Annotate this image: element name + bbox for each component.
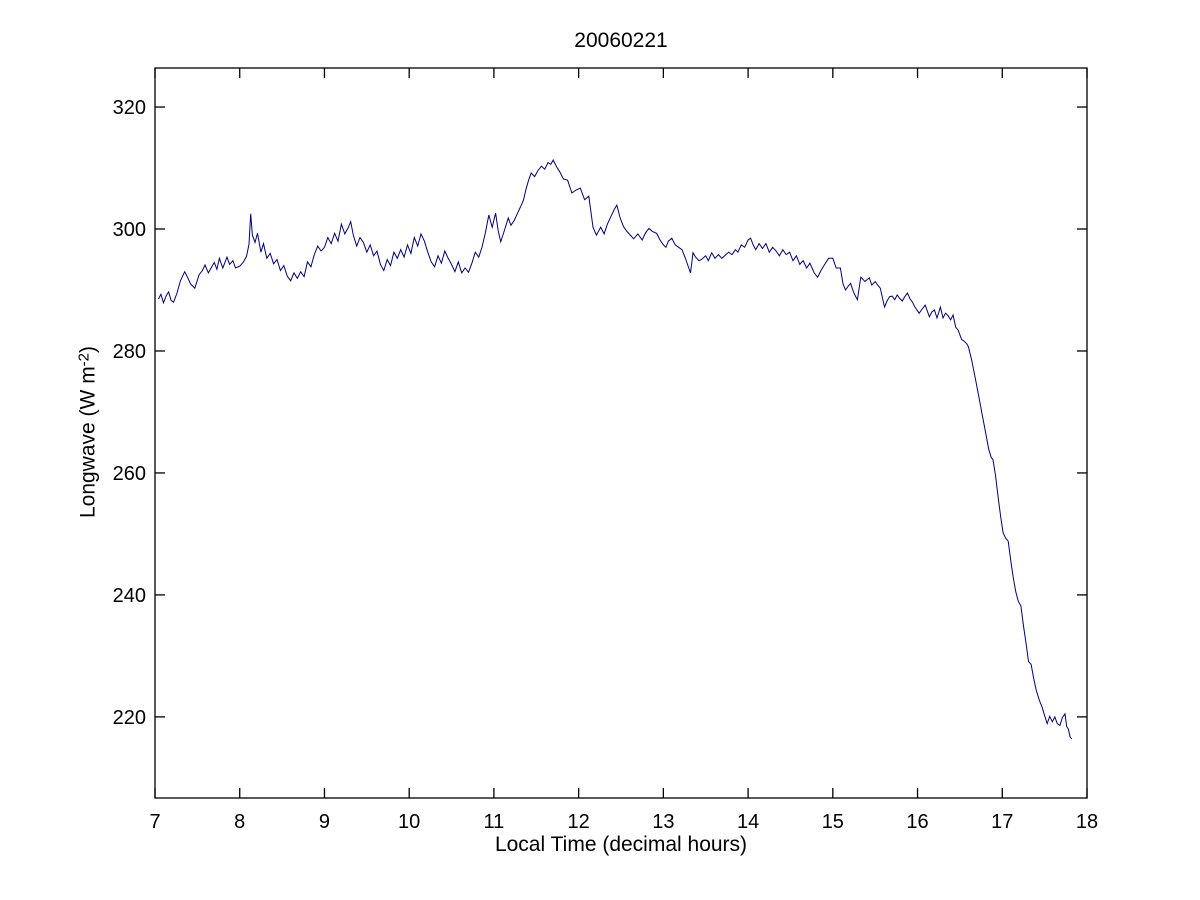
x-tick-label: 18 — [1076, 811, 1098, 833]
x-tick-label: 8 — [234, 811, 245, 833]
x-axis-label: Local Time (decimal hours) — [494, 833, 748, 856]
data-line-longwave — [157, 159, 1073, 740]
x-tick-label: 16 — [906, 811, 928, 833]
y-tick-label: 300 — [113, 219, 146, 241]
x-tick-label: 15 — [822, 811, 844, 833]
y-tick-label: 260 — [113, 463, 146, 485]
x-tick-label: 7 — [149, 811, 160, 833]
axis-box — [154, 67, 1088, 799]
x-tick-label: 13 — [652, 811, 674, 833]
x-tick-label: 9 — [319, 811, 330, 833]
chart-title: 20060221 — [574, 29, 668, 52]
y-axis-ticks: 220 240 260 280 300 320 — [113, 97, 1087, 729]
y-tick-label: 320 — [113, 97, 146, 119]
y-tick-label: 220 — [113, 707, 146, 729]
x-axis-ticks: 7 8 9 10 11 12 13 14 15 16 17 18 — [149, 68, 1098, 833]
x-tick-label: 17 — [991, 811, 1013, 833]
x-tick-label: 11 — [484, 811, 505, 833]
x-tick-label: 12 — [568, 811, 590, 833]
y-tick-label: 240 — [113, 585, 146, 607]
x-tick-label: 14 — [737, 811, 759, 833]
y-tick-label: 280 — [113, 341, 146, 363]
x-tick-label: 10 — [398, 811, 420, 833]
